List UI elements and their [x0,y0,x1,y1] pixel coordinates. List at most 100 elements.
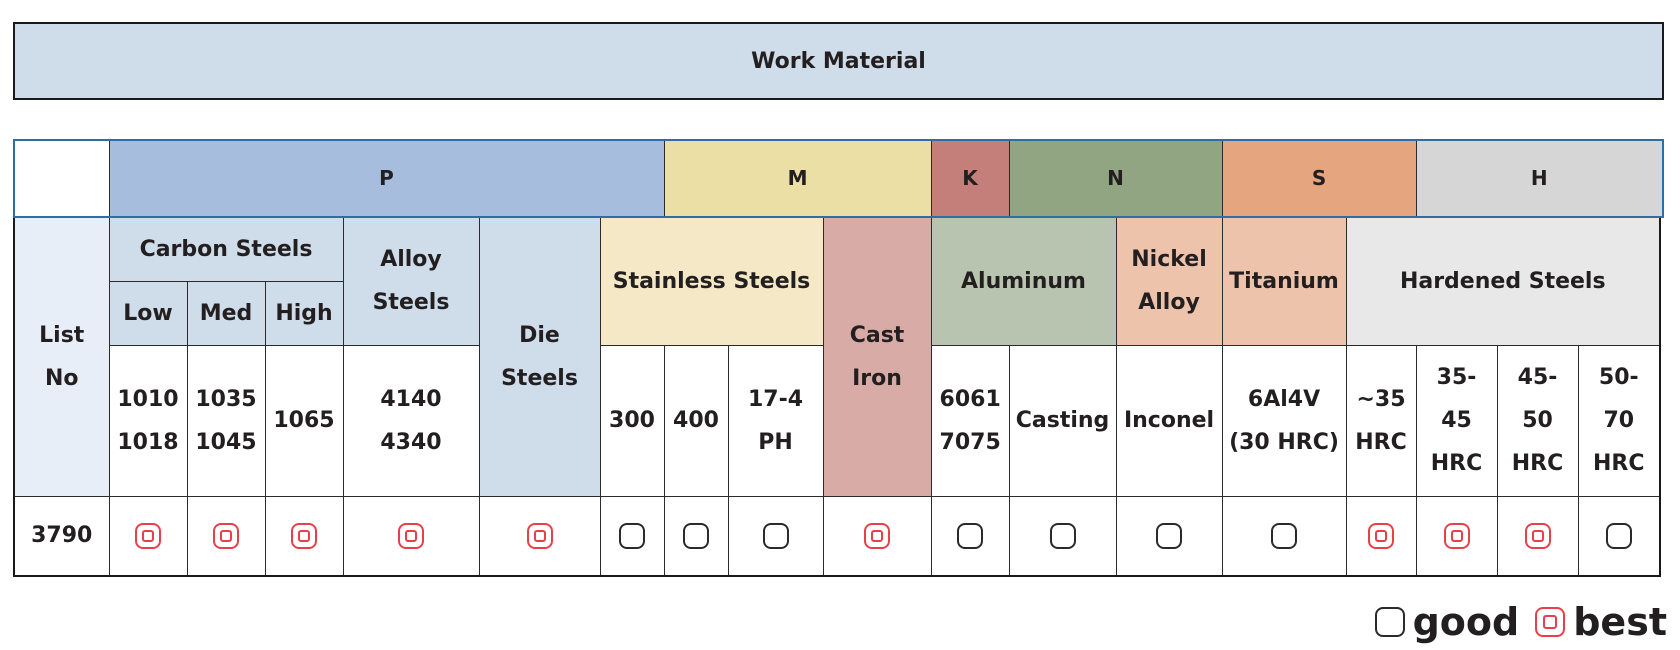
grade-h35-1: ~35 [1356,386,1406,412]
grade-h3545-1: 35- [1436,365,1477,390]
grade-al-casting-1: Casting [1015,408,1110,433]
carbon-med-label: Med [199,300,253,326]
hardened-steels-header: Hardened Steels [1345,216,1662,346]
rating-cell [930,495,1010,577]
group-k-label: K [962,166,978,190]
carbon-high-label: High [275,300,333,326]
list-no-label-2: No [44,365,79,391]
corner-cell [13,139,110,218]
rating-cell [1115,495,1223,577]
cast-iron-label-2: Iron [852,365,902,391]
grade-h5070: 50- 70 HRC [1577,344,1662,497]
rating-cell [186,495,266,577]
grade-h3545-3: HRC [1430,451,1483,476]
grade-al-wrought: 6061 7075 [930,344,1010,497]
group-s-label: S [1311,166,1327,190]
grade-ss174: 17-4 PH [727,344,824,497]
grade-med: 1035 1045 [186,344,266,497]
best-rating-icon [291,523,317,550]
rating-cell [663,495,729,577]
aluminum-label: Aluminum [961,268,1086,294]
grade-titanium-2: (30 HRC) [1229,429,1339,455]
alloy-steels-label-1: Alloy [380,247,442,273]
best-rating-icon [135,523,161,550]
grade-h4550: 45- 50 HRC [1496,344,1579,497]
alloy-steels-header: Alloy Steels [342,216,480,346]
best-rating-icon [864,523,891,550]
grade-alloy: 4140 4340 [342,344,480,497]
grade-alloy-2: 4340 [380,429,442,455]
grade-h35: ~35 HRC [1345,344,1417,497]
good-rating-icon [762,523,789,550]
legend-good-label: good [1412,600,1520,644]
good-rating-icon [1605,523,1632,550]
grade-h5070-1: 50- [1598,365,1639,390]
group-h-label: H [1530,166,1548,190]
grade-high-1: 1065 [273,408,335,433]
grade-h4550-2: 50 [1522,408,1553,433]
titanium-header: Titanium [1221,216,1347,346]
titanium-label: Titanium [1229,268,1339,294]
hardened-steels-label: Hardened Steels [1399,268,1606,294]
iso-group-row: P M K N S H [13,139,1664,218]
best-rating-icon [398,523,424,550]
grade-h3545: 35- 45 HRC [1415,344,1498,497]
best-rating-icon [526,523,553,550]
grade-ss174-1: 17-4 [747,386,804,412]
grade-ss174-2: PH [758,429,793,455]
carbon-med-header: Med [186,280,266,346]
nickel-alloy-label-1: Nickel [1131,247,1207,273]
banner-title: Work Material [751,48,926,74]
group-k: K [930,139,1010,218]
rating-cell [1496,495,1579,577]
good-rating-icon [619,523,645,550]
rating-cell [1008,495,1117,577]
best-rating-icon [1368,523,1395,550]
cast-iron-label-1: Cast [849,322,905,348]
good-rating-icon [1271,523,1298,550]
grade-low-2: 1018 [117,429,179,455]
grade-med-1: 1035 [195,386,257,412]
group-p: P [108,139,665,218]
group-m-label: M [787,166,808,190]
grade-h4550-3: HRC [1511,451,1564,476]
grade-high: 1065 [264,344,344,497]
work-material-banner: Work Material [13,22,1664,100]
grade-h5070-2: 70 [1603,408,1635,433]
rating-cell [599,495,665,577]
rating-cell [342,495,480,577]
rating-cell [108,495,188,577]
rating-cell [727,495,824,577]
rating-cell [1345,495,1417,577]
best-rating-icon [1443,523,1470,550]
list-no-value: 3790 [31,523,93,549]
rating-cell [1221,495,1347,577]
grade-titanium: 6Al4V (30 HRC) [1221,344,1347,497]
nickel-alloy-header: Nickel Alloy [1115,216,1223,346]
grade-al-1: 6061 [939,386,1001,412]
die-steels-header: Die Steels [478,216,601,497]
aluminum-header: Aluminum [930,216,1117,346]
carbon-subcategory-row: Low Med High [14,280,1663,346]
group-h: H [1415,139,1664,218]
list-no-label-1: List [39,322,85,348]
rating-cell [1415,495,1498,577]
group-n: N [1008,139,1223,218]
stainless-steels-label: Stainless Steels [612,268,811,294]
alloy-steels-label-2: Steels [372,290,450,316]
grade-row: 1010 1018 1035 1045 1065 4140 4340 300 400 … [14,344,1663,497]
best-icon [1535,607,1566,637]
good-rating-icon [683,523,710,550]
rating-cell [822,495,932,577]
legend: good best [1374,600,1667,644]
rating-cell [1577,495,1662,577]
grade-al-casting: Casting [1008,344,1117,497]
group-p-label: P [379,166,394,190]
list-no-header: List No [13,216,110,497]
grade-nickel: Inconel [1115,344,1223,497]
carbon-low-header: Low [108,280,188,346]
grade-h5070-3: HRC [1593,451,1645,476]
die-steels-label-2: Steels [501,365,578,391]
good-icon [1374,607,1405,637]
carbon-high-header: High [264,280,344,346]
